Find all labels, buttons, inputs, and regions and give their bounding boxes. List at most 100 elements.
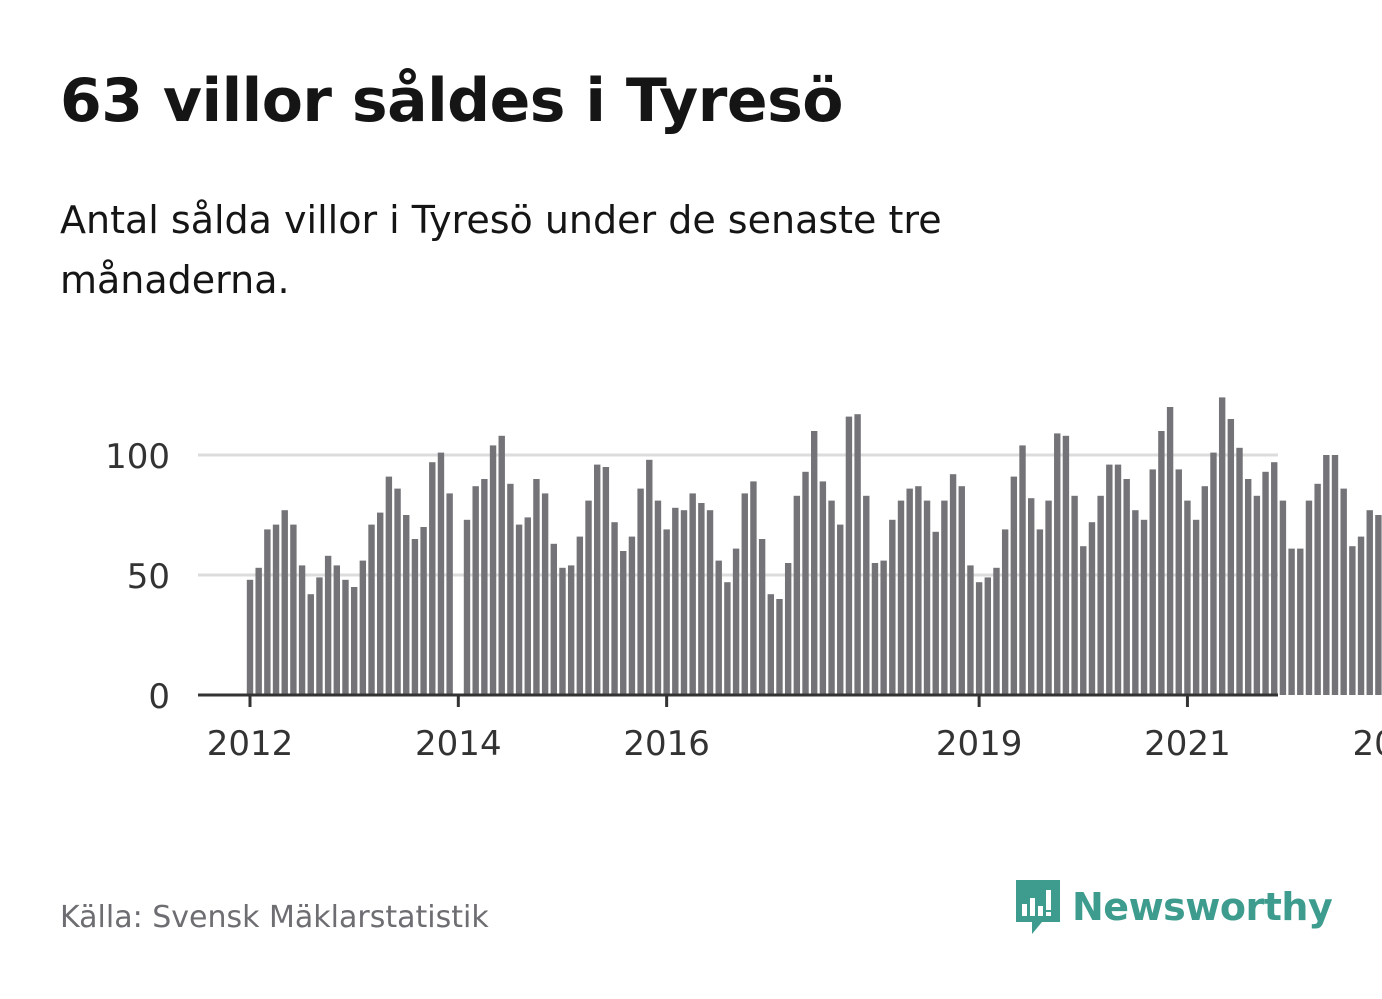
bar [1201,486,1208,695]
bar [385,476,393,695]
bar [507,483,514,695]
bar [1218,397,1226,695]
bar [1192,519,1200,695]
bar [1106,464,1113,695]
bar [576,536,584,695]
bar [975,582,983,695]
bar [298,565,306,695]
bar [272,524,280,695]
bar [637,488,644,695]
bar [1331,455,1339,695]
bar [620,551,627,695]
bar [1184,500,1191,695]
bar [663,529,670,695]
bar [1149,469,1156,695]
bar [403,515,410,695]
bar [1236,447,1243,695]
bar [1340,488,1347,695]
x-tick-label: 2021 [1144,724,1231,764]
bar [541,493,549,695]
bar [594,464,601,695]
bar [915,486,922,695]
y-tick-label: 50 [127,557,170,597]
bar [784,563,792,695]
bar [1288,548,1295,695]
bar [1279,500,1287,695]
bar [550,543,557,695]
bar [1097,495,1104,695]
bar [1349,546,1356,695]
bar [967,565,974,695]
bar [906,488,913,695]
bar [689,493,696,695]
bar [481,479,488,695]
bar [411,539,419,695]
page-subtitle: Antal sålda villor i Tyresö under de sen… [60,198,942,302]
bar [750,481,757,695]
bar [255,567,262,695]
bar [828,500,835,695]
bar [1366,510,1373,695]
bar [845,416,853,695]
bar [1262,471,1269,695]
bar [359,560,367,695]
bar [837,524,844,695]
bar [628,536,636,695]
bar [446,493,453,695]
bar [559,567,566,695]
bar [1019,445,1026,695]
bar [1271,462,1278,695]
bar [307,594,314,695]
source-note: Källa: Svensk Mäklarstatistik [60,900,489,935]
x-tick-label: 2023 [1352,724,1382,764]
bar [793,495,801,695]
bars [246,397,1382,695]
x-tick-label: 2012 [207,724,294,764]
bar [1375,515,1382,695]
bar [1297,548,1304,695]
bar [1123,479,1130,695]
bar [1045,500,1052,695]
bar [715,560,722,695]
bar [1210,452,1217,695]
bar [706,510,714,695]
bar [350,587,358,695]
y-tick-label: 100 [105,437,170,477]
bar [811,431,818,695]
bar [1314,483,1321,695]
bar [776,599,783,695]
bar [1357,536,1365,695]
bar [1010,476,1018,695]
bar [958,486,965,695]
bar [732,548,740,695]
bar [863,495,870,695]
bar [246,579,254,695]
bar [429,462,436,695]
bar [923,500,931,695]
bar [611,522,618,695]
bar [758,539,766,695]
bar [585,500,592,695]
bar [1028,498,1035,695]
bar [489,445,497,695]
bar [1080,546,1087,695]
bar [880,560,887,695]
bar [472,486,479,695]
bar [1062,435,1070,695]
bar [698,503,705,695]
bar [1132,510,1139,695]
bar [1054,433,1061,695]
bar [533,479,540,695]
page-title: 63 villor såldes i Tyresö [60,66,844,136]
bar [290,524,297,695]
bar [567,565,575,695]
bar [802,471,809,695]
bar [1245,479,1252,695]
bar [264,529,271,695]
bar [333,565,340,695]
bar [463,519,471,695]
bar [949,474,957,695]
bar [672,507,679,695]
bar [324,555,332,695]
